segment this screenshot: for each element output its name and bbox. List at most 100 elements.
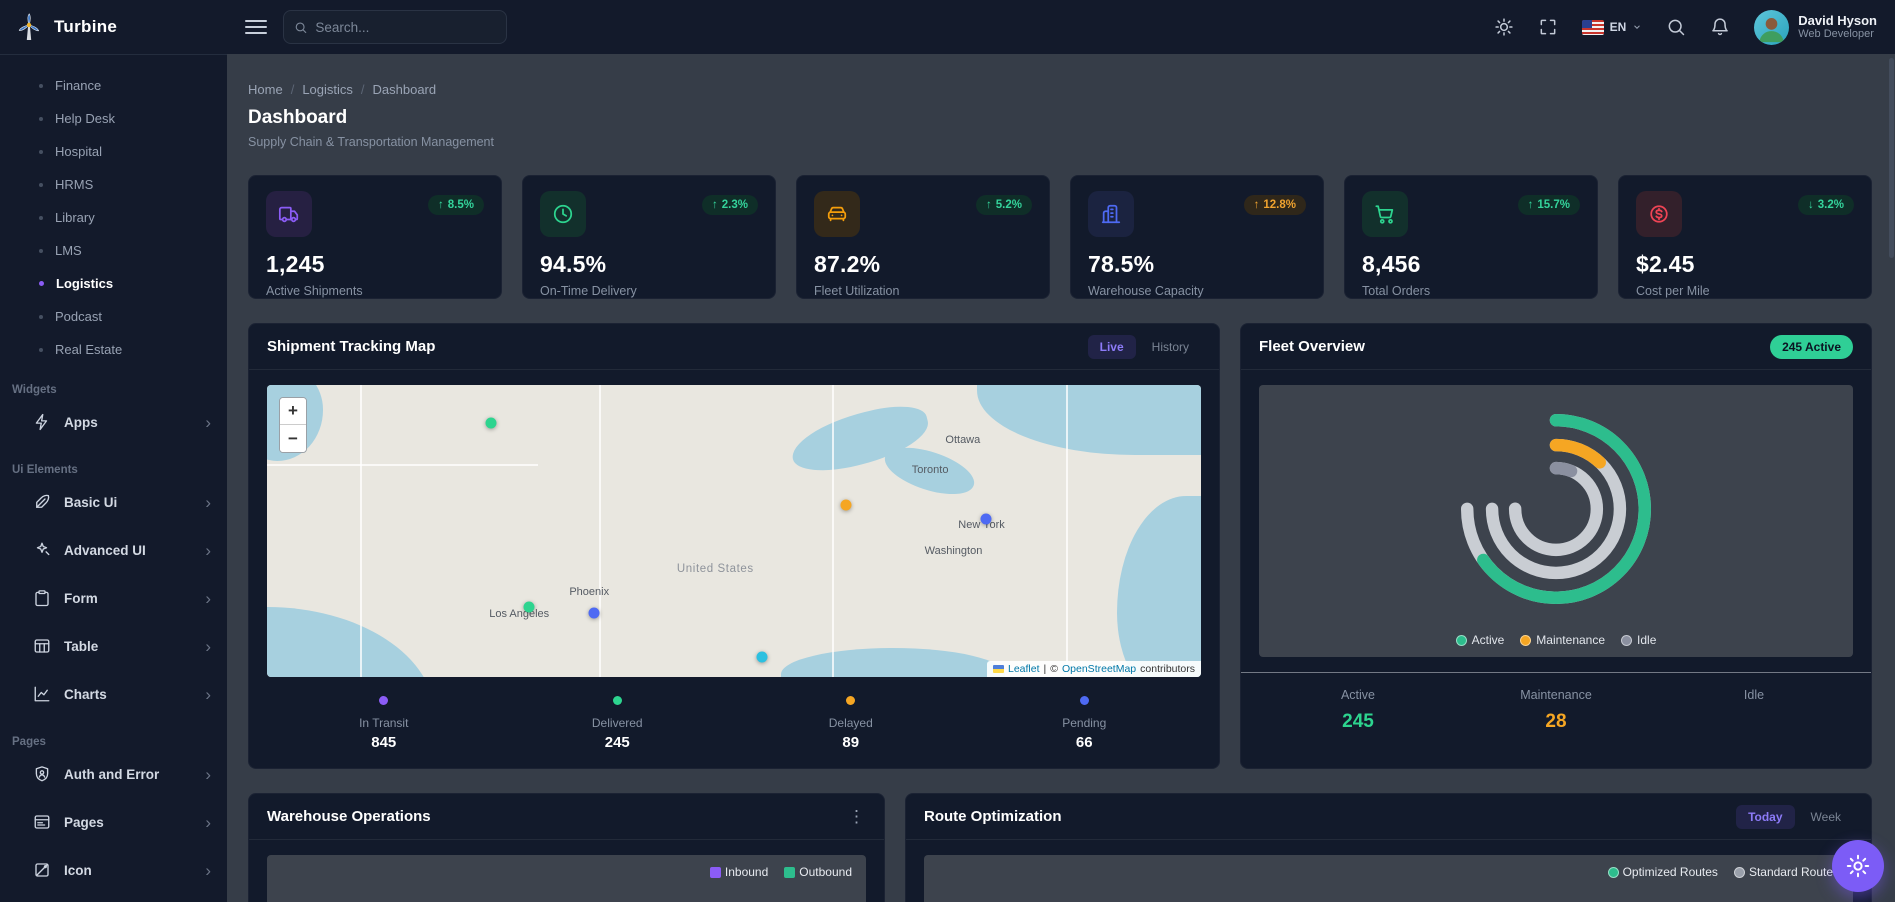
sidebar-item-real-estate[interactable]: Real Estate	[0, 333, 227, 366]
breadcrumb-separator: /	[361, 82, 365, 97]
kpi-card-active-shipments: ↑8.5% 1,245 Active Shipments	[248, 175, 502, 299]
route-range-toggle: Today Week	[1736, 805, 1853, 829]
sidebar-item-hrms[interactable]: HRMS	[0, 168, 227, 201]
bell-icon[interactable]	[1710, 17, 1730, 37]
zoom-out-button[interactable]: −	[280, 425, 306, 452]
chevron-right-icon: ›	[205, 542, 211, 559]
status-dot-icon	[379, 696, 388, 705]
card-title: Route Optimization	[924, 808, 1062, 825]
map-water-atlantic	[1117, 496, 1201, 677]
chevron-down-icon	[1632, 22, 1642, 32]
bullet-dot-icon	[39, 183, 43, 187]
legend-idle[interactable]: Idle	[1621, 633, 1656, 647]
leaflet-link[interactable]: Leaflet	[1008, 663, 1040, 675]
legend-active[interactable]: Active	[1456, 633, 1505, 647]
sidebar-item-label: Table	[64, 639, 98, 654]
chevron-right-icon: ›	[205, 638, 211, 655]
legend-value: 66	[968, 734, 1202, 751]
sidebar-item-basic-ui[interactable]: Basic Ui ›	[0, 478, 227, 526]
sidebar-item-podcast[interactable]: Podcast	[0, 300, 227, 333]
scrollbar-thumb[interactable]	[1889, 58, 1894, 258]
map-attribution: Leaflet | © OpenStreetMap contributors	[987, 661, 1201, 677]
settings-fab[interactable]	[1832, 840, 1884, 892]
bullet-dot-icon	[39, 216, 43, 220]
osm-link[interactable]: OpenStreetMap	[1062, 663, 1136, 675]
sidebar-item-finance[interactable]: Finance	[0, 69, 227, 102]
sidebar-item-pages[interactable]: Pages ›	[0, 798, 227, 846]
legend-inbound[interactable]: Inbound	[710, 865, 768, 879]
language-selector[interactable]: EN	[1582, 20, 1643, 35]
shipment-marker[interactable]	[588, 607, 599, 618]
legend-optimized-routes[interactable]: Optimized Routes	[1608, 865, 1718, 879]
kpi-row: ↑8.5% 1,245 Active Shipments ↑2.3% 94.5%…	[248, 175, 1872, 299]
kpi-value: 78.5%	[1088, 251, 1306, 278]
shipment-marker[interactable]	[981, 514, 992, 525]
sidebar-section-ui-elements: Ui Elements	[12, 464, 227, 476]
arrow-up-icon: ↑	[438, 199, 444, 211]
route-chart-panel: Optimized Routes Standard Routes	[924, 855, 1853, 902]
map-canvas[interactable]: + − Leaflet | © OpenStreetMap contributo…	[267, 385, 1201, 677]
map-place-label: Phoenix	[569, 586, 609, 598]
breadcrumb-logistics[interactable]: Logistics	[302, 82, 353, 97]
theme-sun-icon[interactable]	[1494, 17, 1514, 37]
legend-outbound[interactable]: Outbound	[784, 865, 852, 879]
card-title: Shipment Tracking Map	[267, 338, 435, 355]
breadcrumb-current: Dashboard	[373, 82, 437, 97]
arrow-up-icon: ↑	[1528, 199, 1534, 211]
warehouse-chart-legend: Inbound Outbound	[710, 865, 852, 879]
zoom-in-button[interactable]: +	[280, 398, 306, 425]
sidebar-item-table[interactable]: Table ›	[0, 622, 227, 670]
shipment-marker[interactable]	[841, 499, 852, 510]
kpi-card-fleet-utilization: ↑5.2% 87.2% Fleet Utilization	[796, 175, 1050, 299]
sidebar-item-label: HRMS	[55, 177, 93, 192]
breadcrumb-home[interactable]: Home	[248, 82, 283, 97]
sidebar-item-label: Finance	[55, 78, 101, 93]
sidebar-item-logistics[interactable]: Logistics	[0, 267, 227, 300]
legend-maintenance[interactable]: Maintenance	[1520, 633, 1605, 647]
kpi-delta-badge: ↑8.5%	[428, 195, 484, 215]
sidebar-item-form[interactable]: Form ›	[0, 574, 227, 622]
search-icon[interactable]	[1666, 17, 1686, 37]
fullscreen-icon[interactable]	[1538, 17, 1558, 37]
sidebar-item-icon[interactable]: Icon ›	[0, 846, 227, 894]
hamburger-menu-icon[interactable]	[245, 16, 267, 38]
chevron-right-icon: ›	[205, 414, 211, 431]
legend-dot-icon	[1520, 635, 1531, 646]
stat-value: 28	[1457, 711, 1655, 733]
sidebar-item-lms[interactable]: LMS	[0, 234, 227, 267]
sidebar-item-help-desk[interactable]: Help Desk	[0, 102, 227, 135]
sidebar-item-advanced-ui[interactable]: Advanced UI ›	[0, 526, 227, 574]
fleet-stat-maintenance: Maintenance 28	[1457, 688, 1655, 733]
status-dot-icon	[846, 696, 855, 705]
sidebar-item-charts[interactable]: Charts ›	[0, 670, 227, 718]
route-chart-legend: Optimized Routes Standard Routes	[1608, 865, 1839, 879]
legend-label: Delayed	[734, 716, 968, 730]
map-boundary-line	[832, 385, 834, 677]
kpi-label: Cost per Mile	[1636, 284, 1854, 298]
search-input[interactable]	[315, 20, 496, 35]
stat-label: Active	[1259, 688, 1457, 702]
sidebar-item-library[interactable]: Library	[0, 201, 227, 234]
shipment-marker[interactable]	[757, 651, 768, 662]
legend-standard-routes[interactable]: Standard Routes	[1734, 865, 1839, 879]
language-label: EN	[1610, 20, 1627, 34]
brand[interactable]: Turbine	[0, 12, 227, 42]
sidebar-item-hospital[interactable]: Hospital	[0, 135, 227, 168]
cart-icon	[1362, 191, 1408, 237]
sidebar-item-auth-and-error[interactable]: Auth and Error ›	[0, 750, 227, 798]
toggle-history[interactable]: History	[1140, 335, 1201, 359]
toggle-week[interactable]: Week	[1799, 805, 1853, 829]
kpi-value: $2.45	[1636, 251, 1854, 278]
sidebar-item-label: Logistics	[56, 276, 113, 291]
attribution-copyright: ©	[1050, 663, 1058, 675]
kebab-menu-icon[interactable]: ⋮	[848, 808, 866, 825]
sidebar-item-label: Icon	[64, 863, 92, 878]
toggle-today[interactable]: Today	[1736, 805, 1794, 829]
chevron-right-icon: ›	[205, 862, 211, 879]
arrow-up-icon: ↑	[1254, 199, 1260, 211]
toggle-live[interactable]: Live	[1088, 335, 1136, 359]
user-menu[interactable]: David Hyson Web Developer	[1754, 10, 1877, 45]
shipment-marker[interactable]	[523, 601, 534, 612]
sidebar-item-apps[interactable]: Apps ›	[0, 398, 227, 446]
shipment-marker[interactable]	[486, 417, 497, 428]
